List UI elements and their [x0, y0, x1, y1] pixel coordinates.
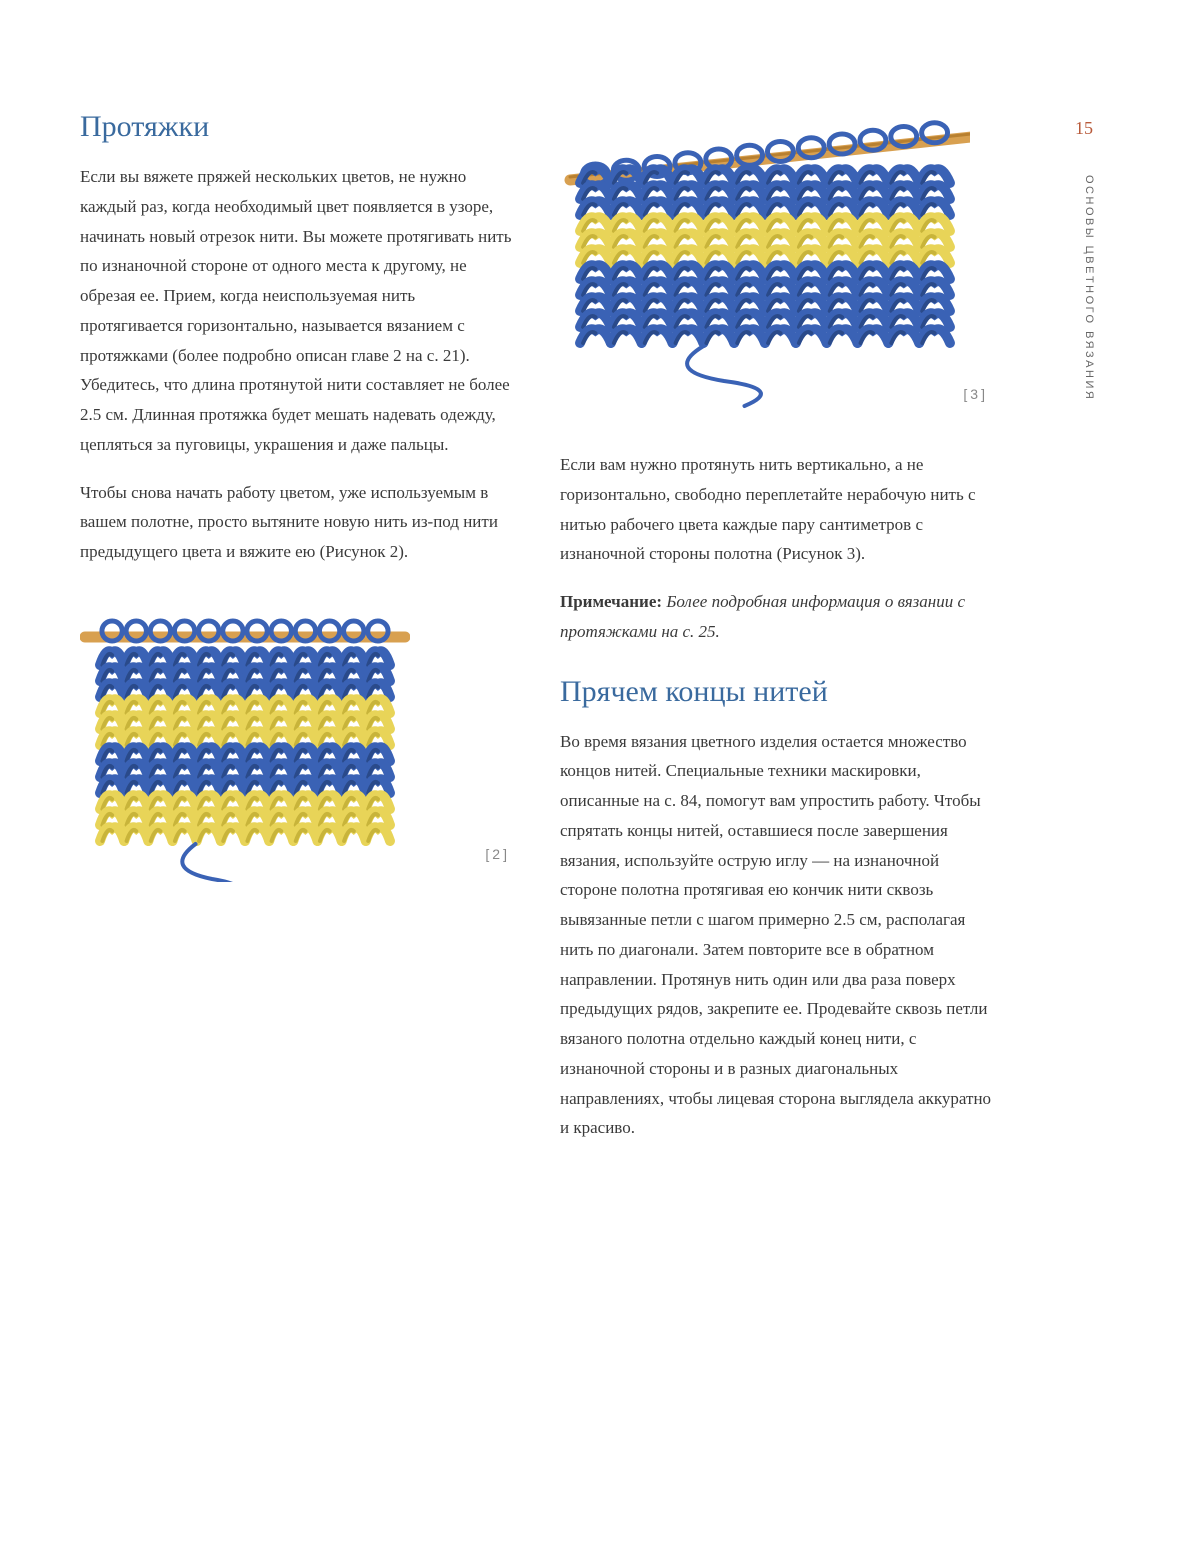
figure-2-label: [2]: [485, 846, 510, 862]
figure-3: [3]: [560, 110, 1000, 420]
paragraph-3: Если вам нужно протянуть нить вертикальн…: [560, 450, 1000, 569]
right-column: [3] Если вам нужно протянуть нить вертик…: [560, 110, 1000, 1161]
figure-2: [2]: [80, 592, 520, 882]
figure-3-label: [3]: [963, 386, 988, 402]
heading-protyazhki: Протяжки: [80, 110, 520, 144]
paragraph-2: Чтобы снова начать работу цветом, уже ис…: [80, 478, 520, 567]
paragraph-4: Во время вязания цветного изделия остает…: [560, 727, 1000, 1144]
note-label: Примечание:: [560, 592, 662, 611]
note-paragraph: Примечание: Более подробная информация о…: [560, 587, 1000, 647]
left-column: Протяжки Если вы вяжете пряжей нескольки…: [80, 110, 520, 1161]
page-number: 15: [1075, 118, 1093, 139]
page-content: Протяжки Если вы вяжете пряжей нескольки…: [80, 110, 1093, 1161]
side-section-label: ОСНОВЫ ЦВЕТНОГО ВЯЗАНИЯ: [1083, 175, 1095, 401]
paragraph-1: Если вы вяжете пряжей нескольких цветов,…: [80, 162, 520, 460]
knitting-illustration-2: [80, 592, 410, 882]
knitting-illustration-3: [560, 110, 970, 420]
heading-hide-ends: Прячем концы нитей: [560, 675, 1000, 709]
